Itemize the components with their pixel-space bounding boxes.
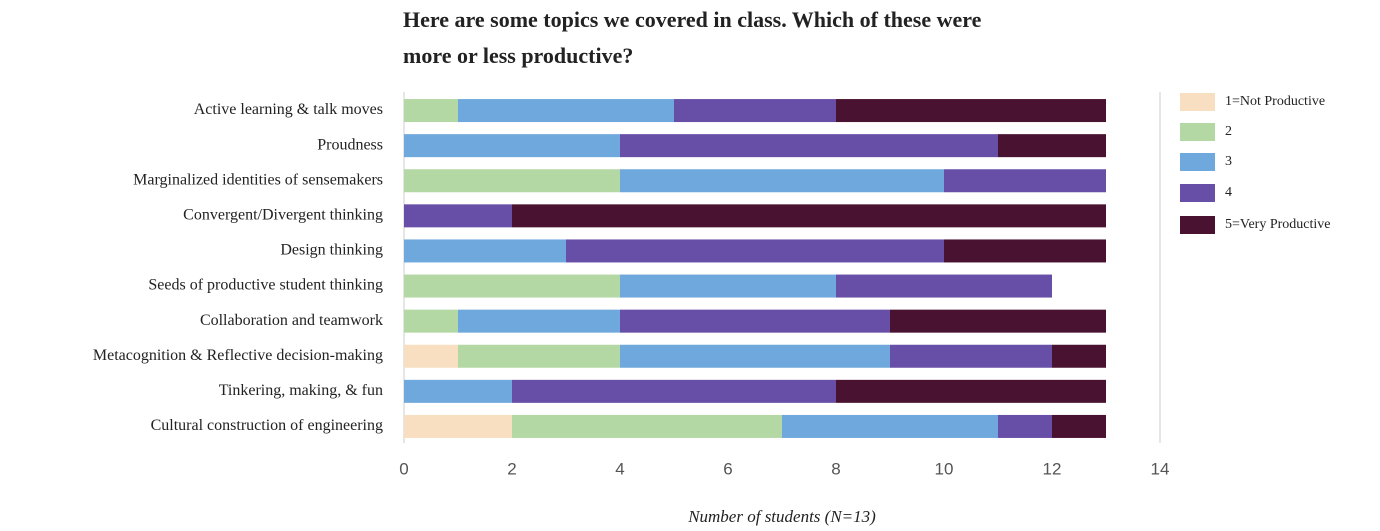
y-tick-label: Proudness: [317, 136, 383, 153]
x-tick-label: 10: [935, 459, 954, 478]
legend-label: 5=Very Productive: [1225, 217, 1331, 232]
legend-label: 2: [1225, 124, 1232, 139]
bar-segment: [404, 99, 458, 123]
bar-segment: [620, 134, 998, 158]
legend-label: 3: [1225, 154, 1232, 169]
bar-segment: [404, 239, 566, 263]
legend-label: 4: [1225, 185, 1232, 200]
y-tick-label: Metacognition & Reflective decision-maki…: [93, 347, 383, 364]
bar-segment: [404, 204, 512, 228]
bar-segment: [512, 204, 1106, 228]
chart-title: Here are some topics we covered in class…: [403, 7, 982, 32]
bar-segment: [404, 344, 458, 368]
y-tick-label: Collaboration and teamwork: [200, 312, 383, 329]
legend-label: 1=Not Productive: [1225, 94, 1325, 109]
bar-segment: [998, 134, 1106, 158]
bar-segment: [404, 379, 512, 403]
bar-segment: [836, 379, 1106, 403]
x-tick-label: 4: [615, 459, 624, 478]
bar-segment: [674, 99, 836, 123]
x-tick-label: 14: [1151, 459, 1170, 478]
bar-segment: [1052, 414, 1106, 438]
bar-segment: [998, 414, 1052, 438]
y-tick-label: Convergent/Divergent thinking: [183, 207, 383, 224]
bar-segment: [458, 344, 620, 368]
bar-segment: [836, 99, 1106, 123]
bar-segment: [458, 309, 620, 333]
bar-segment: [620, 309, 890, 333]
bar-segment: [404, 274, 620, 298]
legend-swatch: [1180, 123, 1215, 141]
y-tick-label: Tinkering, making, & fun: [219, 382, 383, 399]
bar-segment: [620, 344, 890, 368]
legend-swatch: [1180, 184, 1215, 202]
legend-swatch: [1180, 93, 1215, 111]
x-tick-label: 0: [399, 459, 408, 478]
bar-segment: [890, 309, 1106, 333]
x-axis-label: Number of students (N=13): [687, 507, 876, 526]
bar-segment: [836, 274, 1052, 298]
legend-swatch: [1180, 216, 1215, 234]
y-tick-label: Seeds of productive student thinking: [148, 277, 383, 294]
y-tick-label: Cultural construction of engineering: [151, 417, 383, 434]
x-tick-label: 6: [723, 459, 732, 478]
x-tick-label: 8: [831, 459, 840, 478]
x-tick-label: 2: [507, 459, 516, 478]
bar-segment: [512, 379, 836, 403]
chart-title: more or less productive?: [403, 43, 633, 68]
bar-segment: [620, 169, 944, 193]
legend-swatch: [1180, 153, 1215, 171]
y-tick-label: Marginalized identities of sensemakers: [133, 171, 383, 188]
bar-segment: [512, 414, 782, 438]
y-tick-label: Active learning & talk moves: [194, 101, 383, 118]
bar-segment: [890, 344, 1052, 368]
bar-segment: [566, 239, 944, 263]
y-tick-label: Design thinking: [280, 242, 383, 259]
bar-segment: [1052, 344, 1106, 368]
x-tick-label: 12: [1043, 459, 1062, 478]
bar-segment: [944, 239, 1106, 263]
bar-segment: [782, 414, 998, 438]
bar-segment: [458, 99, 674, 123]
bar-segment: [404, 134, 620, 158]
bar-segment: [620, 274, 836, 298]
bar-segment: [404, 169, 620, 193]
bar-segment: [944, 169, 1106, 193]
bar-segment: [404, 309, 458, 333]
bar-segment: [404, 414, 512, 438]
